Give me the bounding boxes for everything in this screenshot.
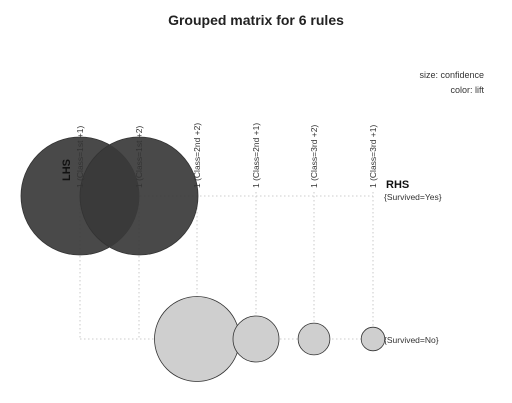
- group-labels: 1 (Class=1st +1) 1 (Class=1st +2) 1 (Class…: [75, 123, 442, 345]
- lhs-group-label: 1 (Class=2nd +1): [251, 123, 261, 188]
- lhs-group-label: 1 (Class=3rd +1): [368, 125, 378, 188]
- rhs-item-label: {Survived=No}: [384, 335, 439, 345]
- rhs-axis-title: RHS: [386, 179, 409, 191]
- lhs-group-label: 1 (Class=1st +1): [75, 125, 85, 188]
- lhs-axis-title: LHS: [61, 159, 73, 181]
- lhs-group-label: 1 (Class=2nd +2): [192, 123, 202, 188]
- rule-bubble: [297, 322, 331, 356]
- rule-bubble: [360, 326, 386, 352]
- chart-title: Grouped matrix for 6 rules: [168, 12, 344, 28]
- size-legend-note: size: confidence: [419, 70, 484, 80]
- rule-bubble: [232, 315, 280, 363]
- rule-bubbles: [20, 136, 386, 382]
- rule-bubble: [154, 296, 240, 382]
- rhs-item-label: {Survived=Yes}: [384, 192, 442, 202]
- color-legend-note: color: lift: [450, 85, 484, 95]
- lhs-group-label: 1 (Class=1st +2): [134, 125, 144, 188]
- lhs-group-label: 1 (Class=3rd +2): [309, 125, 319, 188]
- rule-bubble: [79, 136, 199, 256]
